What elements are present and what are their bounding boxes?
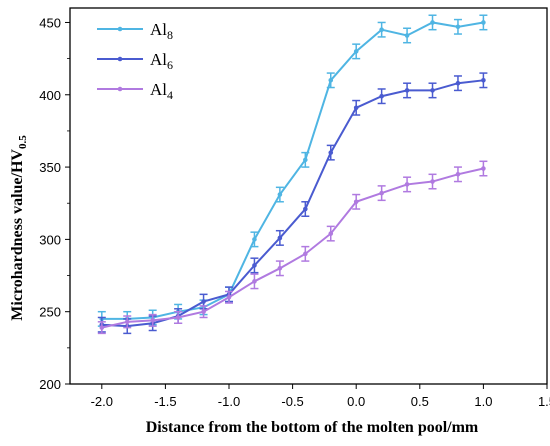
legend-label: Al4 bbox=[150, 80, 173, 102]
x-tick-label: -1.5 bbox=[154, 394, 176, 409]
x-tick-label: 1.0 bbox=[474, 394, 492, 409]
y-tick-label: 300 bbox=[39, 232, 61, 247]
data-point bbox=[328, 78, 334, 83]
y-tick-label: 250 bbox=[39, 305, 61, 320]
legend-item-Al4: Al4 bbox=[97, 80, 173, 102]
data-point bbox=[404, 88, 410, 93]
data-point bbox=[328, 150, 334, 155]
y-axis-label-main: Microhardness value/HV bbox=[9, 149, 26, 321]
legend-label-base: Al bbox=[150, 50, 167, 69]
legend-swatch-marker bbox=[117, 56, 123, 62]
data-point bbox=[252, 263, 257, 268]
data-point bbox=[124, 319, 130, 325]
data-point bbox=[430, 88, 435, 93]
data-point bbox=[353, 199, 359, 205]
series-Al6 bbox=[97, 72, 488, 335]
data-point bbox=[99, 325, 105, 330]
series-Al4 bbox=[97, 160, 488, 335]
series-line bbox=[101, 167, 484, 329]
data-point bbox=[430, 20, 435, 25]
data-point bbox=[455, 172, 461, 177]
data-point bbox=[226, 294, 232, 300]
legend-label-base: Al bbox=[150, 20, 167, 39]
data-point bbox=[481, 78, 486, 83]
data-point bbox=[481, 166, 486, 171]
x-tick-label: 1.5 bbox=[538, 394, 550, 409]
data-point bbox=[379, 27, 384, 32]
legend-label: Al8 bbox=[150, 20, 173, 42]
data-point bbox=[303, 251, 308, 257]
y-axis-label-sub: 0.5 bbox=[17, 135, 29, 149]
legend-swatch-marker bbox=[117, 86, 123, 92]
legend-item-Al6: Al6 bbox=[97, 50, 173, 72]
y-tick-label: 450 bbox=[39, 15, 61, 30]
data-point bbox=[455, 80, 461, 86]
y-tick-label: 200 bbox=[39, 377, 61, 392]
legend-item-Al8: Al8 bbox=[97, 20, 173, 42]
data-point bbox=[404, 182, 410, 187]
legend-label-base: Al bbox=[150, 80, 167, 99]
data-point bbox=[404, 33, 410, 38]
series-line bbox=[101, 79, 484, 328]
data-point bbox=[150, 318, 155, 323]
data-point bbox=[379, 93, 384, 99]
data-point bbox=[379, 190, 384, 196]
data-point bbox=[201, 299, 206, 304]
legend-label: Al6 bbox=[150, 50, 173, 72]
data-point bbox=[252, 237, 257, 242]
data-point bbox=[201, 309, 206, 314]
x-axis-label: Distance from the bottom of the molten p… bbox=[146, 419, 479, 436]
x-tick-label: -2.0 bbox=[91, 394, 113, 409]
data-point bbox=[353, 105, 359, 111]
x-tick-label: 0.0 bbox=[347, 394, 365, 409]
legend-swatch-marker bbox=[117, 26, 123, 32]
data-point bbox=[252, 279, 257, 284]
x-tick-label: -0.5 bbox=[281, 394, 303, 409]
data-point bbox=[303, 157, 308, 163]
y-tick-label: 400 bbox=[39, 88, 61, 103]
data-point bbox=[277, 192, 283, 197]
y-tick-label: 350 bbox=[39, 160, 61, 175]
data-point bbox=[353, 49, 359, 54]
data-point bbox=[303, 206, 308, 212]
data-point bbox=[430, 179, 435, 184]
legend-label-sub: 4 bbox=[167, 88, 173, 102]
data-point bbox=[175, 315, 181, 320]
y-axis-label: Microhardness value/HV0.5 bbox=[9, 135, 29, 321]
plot-frame bbox=[69, 7, 548, 385]
data-point bbox=[277, 235, 283, 241]
data-point bbox=[277, 266, 283, 271]
series-line bbox=[101, 21, 484, 320]
legend-label-sub: 8 bbox=[167, 28, 173, 42]
x-tick-label: -1.0 bbox=[218, 394, 240, 409]
x-tick-label: 0.5 bbox=[411, 394, 429, 409]
data-point bbox=[328, 231, 334, 236]
legend-label-sub: 6 bbox=[167, 58, 173, 72]
data-point bbox=[455, 24, 461, 30]
data-point bbox=[481, 20, 486, 25]
